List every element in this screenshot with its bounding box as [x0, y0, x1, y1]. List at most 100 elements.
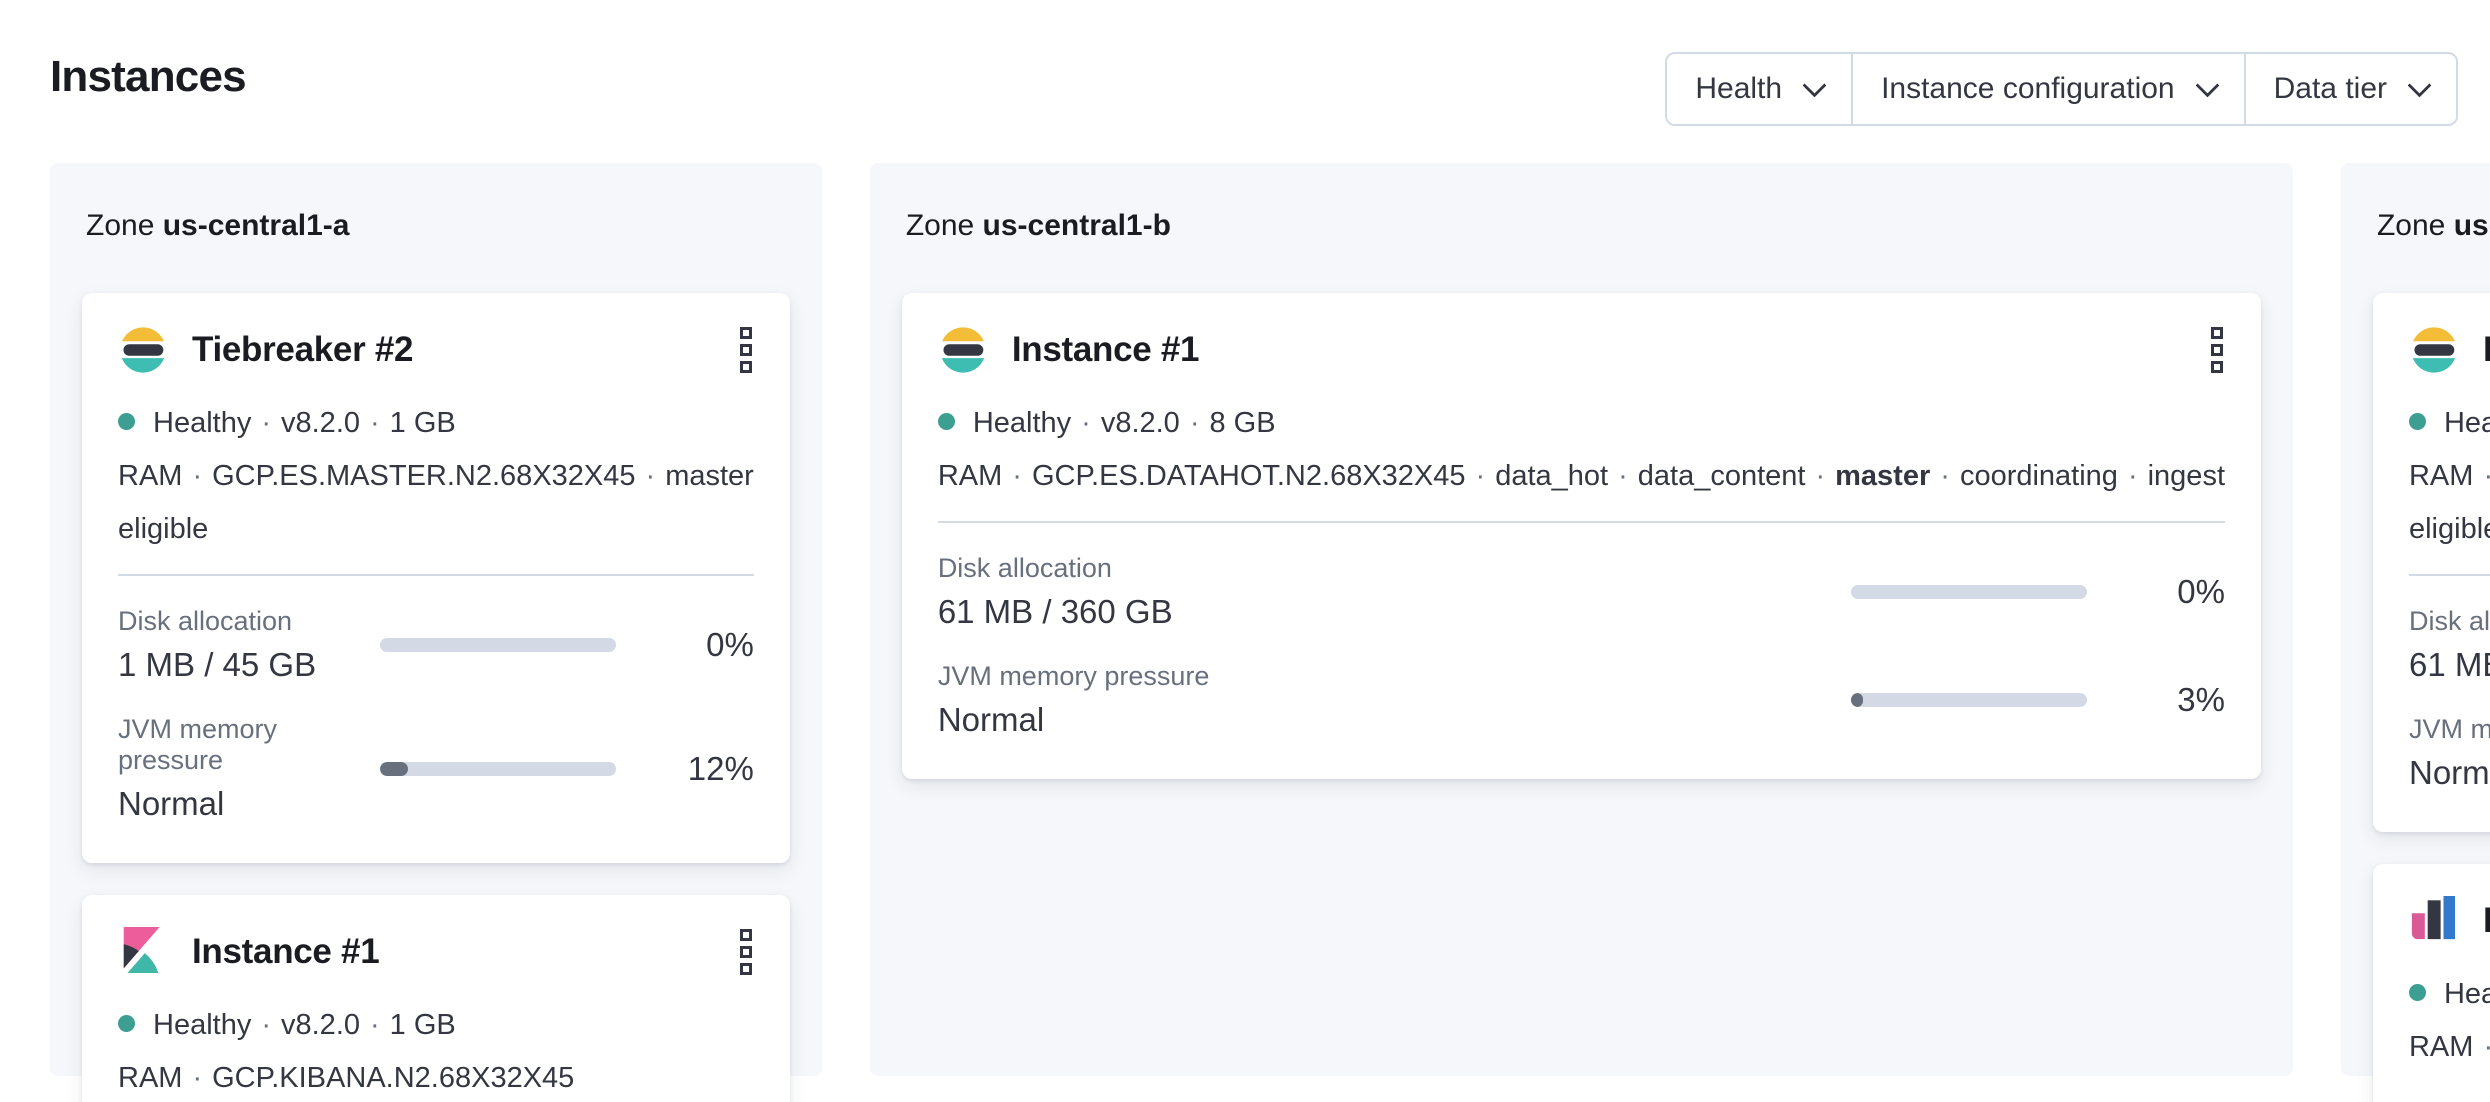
meta-item: 8 GB RAM	[2408, 460, 2474, 492]
meta-item: v8.2.0	[1100, 407, 1180, 439]
zone-name: us-central1-c	[2453, 209, 2490, 242]
instance-menu-button[interactable]	[738, 323, 754, 377]
instance-card: Instance #0Healthy·v8.2.0·8 GB RAM·GCP.E…	[2372, 293, 2490, 832]
zone-name: us-central1-b	[982, 209, 1171, 242]
meta-separator: ·	[261, 407, 271, 439]
filter-data-tier-button[interactable]: Data tier	[2243, 54, 2456, 124]
metric-value: 1 MB / 45 GB	[118, 646, 317, 683]
filter-health-button[interactable]: Health	[1667, 54, 1852, 124]
card-header: Instance #0	[2409, 323, 2490, 377]
meta-item: Healthy	[972, 407, 1072, 439]
boxes-vertical-icon	[2210, 344, 2223, 356]
instance-menu-button[interactable]	[738, 925, 754, 979]
meta-separator: ·	[1815, 460, 1826, 492]
metric-percent: 3%	[2177, 681, 2225, 718]
metrics-divider	[118, 574, 754, 576]
instance-title: Instance #1	[192, 932, 380, 971]
instance-title: Tiebreaker #2	[192, 330, 414, 369]
health-status-dot	[2408, 984, 2426, 1001]
metric-label: Disk allocation	[937, 553, 1112, 583]
zone-name: us-central1-a	[162, 209, 350, 242]
meta-separator: ·	[1475, 460, 1486, 492]
boxes-vertical-icon	[739, 327, 752, 339]
zone-panel-us-central1-c: Zone us-central1-c Instance #0Healthy·v8…	[2340, 163, 2490, 1102]
metric-text: Disk allocation 61 MB / 360 GB	[2409, 606, 2490, 684]
zone-title: Zone us-central1-b	[906, 209, 2261, 243]
metric-row: JVM memory pressureNormal2%	[2409, 684, 2490, 792]
instance-card: Tiebreaker #2 Healthy · v8.2.0 · 1 GB RAM · GCP…	[82, 293, 790, 863]
chevron-down-icon	[2195, 72, 2220, 98]
meta-item: GCP.ES.MASTER.N2.68X32X45	[212, 460, 636, 492]
metric-percent: 0%	[2177, 573, 2225, 610]
meta-item: Healthy	[153, 1009, 252, 1041]
instance-title: Instance #0	[2482, 330, 2490, 369]
zone-panel-us-central1-a: Zone us-central1-a Tiebreaker #2 Healthy ·…	[50, 163, 822, 1102]
boxes-vertical-icon	[2210, 361, 2223, 373]
metric-text: JVM memory pressure Normal	[2409, 714, 2490, 792]
meta-item: 8 GB RAM	[937, 407, 1276, 492]
metric-text: Disk allocation 1 MB / 45 GB	[118, 606, 352, 684]
card-header: Tiebreaker #2	[118, 323, 754, 377]
meta-item: Healthy	[2443, 407, 2490, 439]
metrics-divider	[2408, 574, 2490, 576]
instance-menu-button[interactable]	[2209, 323, 2225, 377]
health-status-dot	[937, 413, 955, 430]
instance-meta: Healthy · v8.2.0 · 1 GB RAM · GCP.KIBANA.N2.68…	[118, 999, 754, 1102]
boxes-vertical-icon	[2210, 327, 2223, 339]
meta-item: Healthy	[153, 407, 252, 439]
meta-separator: ·	[2483, 1031, 2490, 1063]
zone-title: Zone us-central1-c	[2377, 209, 2490, 243]
instance-card: Instance #1 Healthy · v8.2.0 · 8 GB RAM · GCP.E…	[901, 293, 2261, 779]
zone-panel-us-central1-b: Zone us-central1-b Instance #1 Healthy · v8…	[869, 163, 2293, 1076]
meta-item: 1 GB RAM	[2408, 1031, 2474, 1063]
metric-text: JVM memory pressure Normal	[938, 661, 1823, 739]
instance-title: Instance #1	[1011, 330, 1200, 369]
card-header: Instance #1	[118, 925, 754, 979]
kibana-logo	[118, 927, 168, 977]
meta-separator: ·	[2483, 460, 2490, 492]
meta-item: data_hot	[1495, 460, 1609, 492]
health-status-dot	[118, 1015, 135, 1032]
metric-value: Normal	[118, 785, 225, 822]
metric-percent: 0%	[706, 626, 754, 663]
meta-separator: ·	[192, 460, 203, 492]
boxes-vertical-icon	[739, 946, 752, 958]
metric-row: JVM memory pressure Normal 3%	[938, 631, 2225, 739]
zone-title-prefix: Zone	[905, 209, 983, 242]
meta-item: GCP.ES.DATAHOT.N2.68X32X45	[1031, 460, 1466, 492]
meta-separator: ·	[1940, 460, 1950, 492]
meta-separator: ·	[192, 1062, 203, 1094]
boxes-vertical-icon	[739, 344, 752, 356]
meta-separator: ·	[1081, 407, 1091, 439]
filter-group: Health Instance configuration Data tier	[1665, 52, 2458, 126]
metric-value: 61 MB / 360 GB	[2408, 646, 2490, 683]
metric-value: Normal	[2408, 754, 2490, 791]
instance-card: Instance #0Healthy·v8.2.0·1 GB RAM·GCP.I…	[2372, 864, 2490, 1102]
meta-separator: ·	[370, 1009, 380, 1041]
meta-separator: ·	[1012, 460, 1022, 492]
elasticsearch-logo	[2409, 325, 2459, 375]
meta-separator: ·	[645, 460, 656, 492]
instance-meta: Healthy · v8.2.0 · 1 GB RAM · GCP.ES.MASTER.N2…	[118, 397, 754, 556]
metric-row: JVM memory pressure Normal 12%	[118, 684, 754, 823]
filter-instance-configuration-button[interactable]: Instance configuration	[1851, 54, 2244, 124]
metric-label: JVM memory pressure	[2408, 714, 2490, 744]
progress-bar	[1850, 585, 2087, 599]
metric-label: JVM memory pressure	[118, 714, 278, 775]
health-status-dot	[118, 413, 135, 430]
integrations-server-logo	[2409, 896, 2459, 946]
health-status-dot	[2408, 413, 2426, 430]
progress-bar-fill	[379, 761, 409, 776]
zone-title-prefix: Zone	[2376, 209, 2454, 242]
meta-item: coordinating	[1959, 460, 2118, 492]
boxes-vertical-icon	[739, 929, 752, 941]
metric-label: Disk allocation	[118, 606, 293, 636]
chevron-down-icon	[2407, 72, 2432, 98]
filter-health-label: Health	[1695, 72, 1783, 105]
instance-title: Instance #0	[2482, 901, 2490, 940]
metric-percent: 12%	[687, 749, 754, 787]
boxes-vertical-icon	[739, 361, 752, 373]
boxes-vertical-icon	[739, 963, 752, 975]
